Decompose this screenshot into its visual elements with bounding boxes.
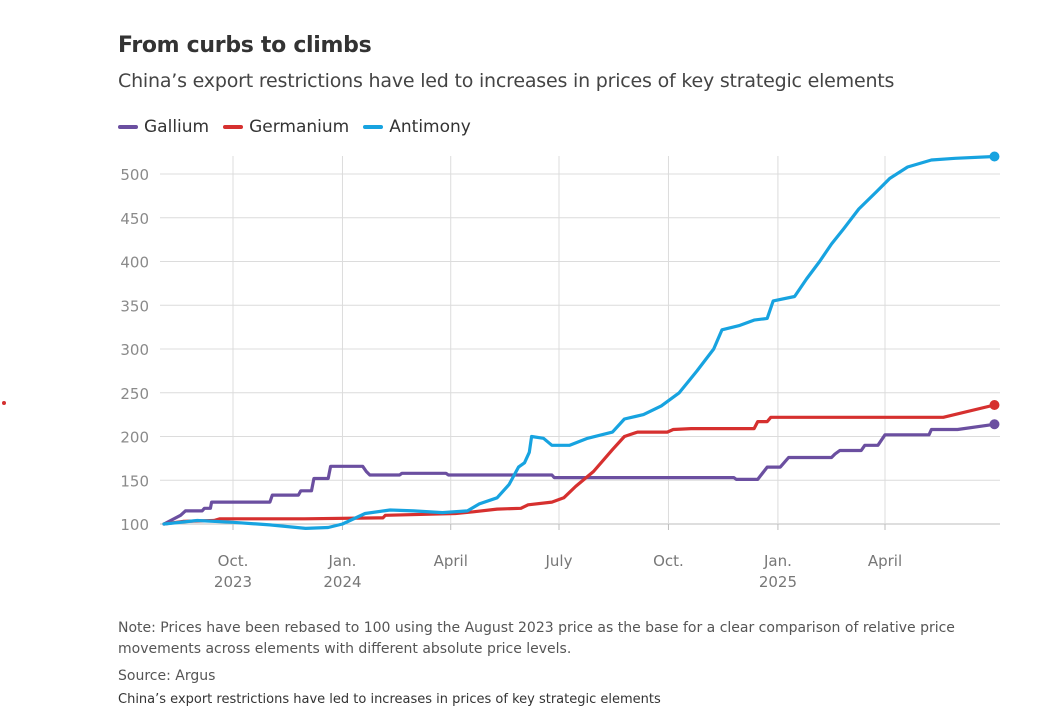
series-endpoint-gallium xyxy=(989,419,1000,430)
chart-source: Source: Argus xyxy=(118,668,216,684)
chart-caption: China’s export restrictions have led to … xyxy=(118,692,661,707)
legend-label-antimony: Antimony xyxy=(389,117,471,137)
x-tick-label: Jan. xyxy=(763,552,792,570)
y-tick-label: 300 xyxy=(120,341,149,359)
x-tick-label: Oct. xyxy=(653,552,684,570)
legend-item-antimony: Antimony xyxy=(363,117,471,137)
legend-swatch-germanium xyxy=(223,125,244,129)
y-tick-label: 350 xyxy=(120,297,149,315)
y-tick-label: 500 xyxy=(120,166,149,184)
chart-subtitle: China’s export restrictions have led to … xyxy=(118,70,895,92)
x-tick-label: 2023 xyxy=(214,573,252,591)
legend: Gallium Germanium Antimony xyxy=(118,117,471,137)
x-tick-label: April xyxy=(868,552,902,570)
y-tick-label: 450 xyxy=(120,210,149,228)
y-tick-label: 150 xyxy=(120,472,149,490)
series-endpoint-germanium xyxy=(989,400,1000,410)
legend-label-gallium: Gallium xyxy=(144,117,210,137)
x-tick-label: Jan. xyxy=(328,552,357,570)
x-tick-label: 2024 xyxy=(323,573,361,591)
y-tick-label: 400 xyxy=(120,254,149,272)
y-tick-label: 200 xyxy=(120,429,149,447)
x-tick-label: July xyxy=(545,552,573,570)
chart-note: Note: Prices have been rebased to 100 us… xyxy=(118,620,955,657)
legend-swatch-gallium xyxy=(118,125,138,129)
y-tick-label: 100 xyxy=(120,516,149,534)
legend-swatch-antimony xyxy=(363,125,384,129)
x-tick-label: April xyxy=(434,552,468,570)
legend-item-germanium: Germanium xyxy=(223,117,349,137)
series-line-germanium xyxy=(162,403,997,526)
series-line-gallium xyxy=(162,422,997,526)
x-tick-label: Oct. xyxy=(218,552,249,570)
legend-label-germanium: Germanium xyxy=(249,117,350,137)
x-tick-label: 2025 xyxy=(759,573,797,591)
legend-item-gallium: Gallium xyxy=(118,117,209,137)
chart-title: From curbs to climbs xyxy=(118,33,372,58)
series-line-antimony xyxy=(162,154,997,530)
edge-marker-dot xyxy=(2,401,6,405)
y-tick-label: 250 xyxy=(120,385,149,403)
series-endpoint-antimony xyxy=(989,151,1000,162)
